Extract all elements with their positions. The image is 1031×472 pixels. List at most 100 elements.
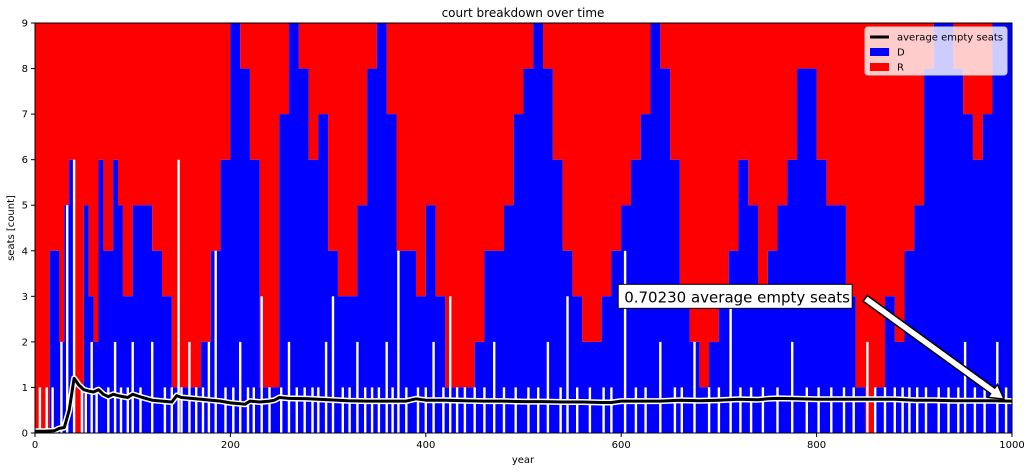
plot-area	[34, 22, 1013, 434]
empty-seat-spike	[739, 387, 742, 433]
legend: average empty seats DR	[864, 26, 1008, 76]
y-axis-label: seats [count]	[6, 195, 17, 261]
x-tick-label: 1000	[999, 440, 1024, 451]
empty-seat-spike	[546, 341, 550, 433]
empty-seat-spike	[973, 387, 977, 433]
empty-seat-spike	[852, 387, 855, 433]
empty-seat-spike	[260, 296, 263, 433]
empty-seat-spike	[370, 387, 374, 433]
empty-seat-spike	[455, 387, 459, 433]
empty-seat-spike	[559, 387, 562, 433]
empty-seat-spike	[514, 387, 517, 433]
empty-seat-spike	[72, 159, 76, 433]
empty-seat-spike	[246, 387, 250, 433]
empty-seat-spike	[90, 341, 93, 433]
x-axis-ticks: 0 200 400 600 800 1000	[32, 433, 1025, 451]
empty-seat-spike	[866, 341, 869, 433]
empty-seat-spike	[170, 387, 173, 433]
legend-swatch-D	[870, 48, 889, 56]
empty-seat-spike	[331, 296, 335, 433]
empty-seat-spike	[324, 341, 328, 433]
empty-seat-spike	[84, 387, 87, 433]
empty-seat-spike	[963, 341, 967, 433]
empty-seat-spike	[377, 387, 381, 433]
x-tick-label: 600	[612, 440, 631, 451]
empty-seat-spike	[66, 205, 69, 433]
empty-seat-spike	[693, 341, 696, 433]
empty-seat-spike	[295, 387, 298, 433]
empty-seat-spike	[224, 387, 227, 433]
empty-seat-spike	[201, 387, 205, 433]
annotation-text: 0.70230 average empty seats	[624, 288, 850, 306]
legend-label: D	[897, 48, 905, 59]
empty-seat-spike	[729, 296, 732, 433]
empty-seat-spike	[177, 159, 180, 433]
axes-frame	[34, 22, 1013, 434]
y-tick-label: 9	[22, 19, 28, 30]
empty-seat-spike	[391, 387, 394, 433]
empty-seat-spike	[717, 387, 721, 433]
series-D-area	[35, 23, 1012, 433]
empty-seat-spike	[207, 341, 211, 433]
empty-seat-spike	[893, 387, 896, 433]
empty-seat-spike	[416, 387, 420, 433]
empty-seat-spike	[424, 387, 427, 433]
empty-seat-spike	[761, 387, 765, 433]
empty-seat-spike	[311, 387, 314, 433]
empty-seat-spike	[239, 341, 242, 433]
y-tick-label: 7	[22, 110, 28, 121]
empty-seat-spike	[901, 387, 904, 433]
empty-seat-spike	[576, 387, 579, 433]
empty-seat-spike	[908, 387, 911, 433]
empty-seat-spike	[634, 387, 638, 433]
empty-seat-spike	[119, 387, 123, 433]
empty-seat-spike	[707, 387, 711, 433]
y-tick-label: 1	[22, 383, 28, 394]
empty-seat-spike	[151, 341, 154, 433]
x-tick-label: 200	[221, 440, 240, 451]
empty-seat-spike	[317, 387, 320, 433]
y-tick-label: 8	[22, 64, 28, 75]
empty-seat-spike	[163, 387, 167, 433]
empty-seat-spike	[749, 387, 753, 433]
empty-seat-spike	[916, 387, 919, 433]
empty-seat-spike	[817, 387, 820, 433]
empty-seat-spike	[791, 341, 794, 433]
empty-seat-spike	[348, 387, 351, 433]
annotation-arrow	[862, 294, 1006, 400]
empty-seat-spike	[493, 341, 496, 433]
empty-seat-spike	[107, 387, 110, 433]
x-tick-label: 0	[32, 440, 38, 451]
y-tick-label: 0	[22, 429, 28, 440]
chart-title: court breakdown over time	[442, 6, 605, 20]
empty-seat-spike	[51, 387, 54, 433]
x-tick-label: 400	[416, 440, 435, 451]
plot-marks	[35, 23, 1012, 433]
empty-seat-spike	[673, 387, 677, 433]
empty-seat-spike	[95, 387, 98, 433]
empty-seat-spike	[385, 341, 388, 433]
empty-seat-spike	[1004, 387, 1008, 433]
empty-seat-spike	[483, 387, 486, 433]
empty-seat-spike	[644, 387, 647, 433]
empty-seat-spike	[45, 387, 48, 433]
empty-seat-spike	[195, 387, 198, 433]
empty-seat-spike	[113, 341, 117, 433]
empty-seat-spike	[610, 387, 613, 433]
legend-label: R	[897, 63, 904, 74]
empty-seat-spike	[280, 387, 283, 433]
y-tick-label: 3	[22, 292, 28, 303]
y-tick-label: 4	[22, 246, 28, 257]
legend-box	[864, 26, 1008, 76]
empty-seat-spike	[588, 387, 592, 433]
legend-label: average empty seats	[897, 33, 1003, 44]
empty-seat-spike	[680, 387, 683, 433]
empty-seat-spike	[502, 387, 506, 433]
empty-seat-spike	[602, 387, 605, 433]
annotation-box	[617, 283, 853, 309]
empty-seat-spike	[139, 387, 142, 433]
empty-seat-spike	[131, 341, 134, 433]
y-axis-ticks: 0 1 2 3 4 5 6 7 8 9	[22, 19, 35, 440]
empty-seat-spike	[38, 387, 42, 433]
empty-seat-spike	[397, 250, 400, 433]
